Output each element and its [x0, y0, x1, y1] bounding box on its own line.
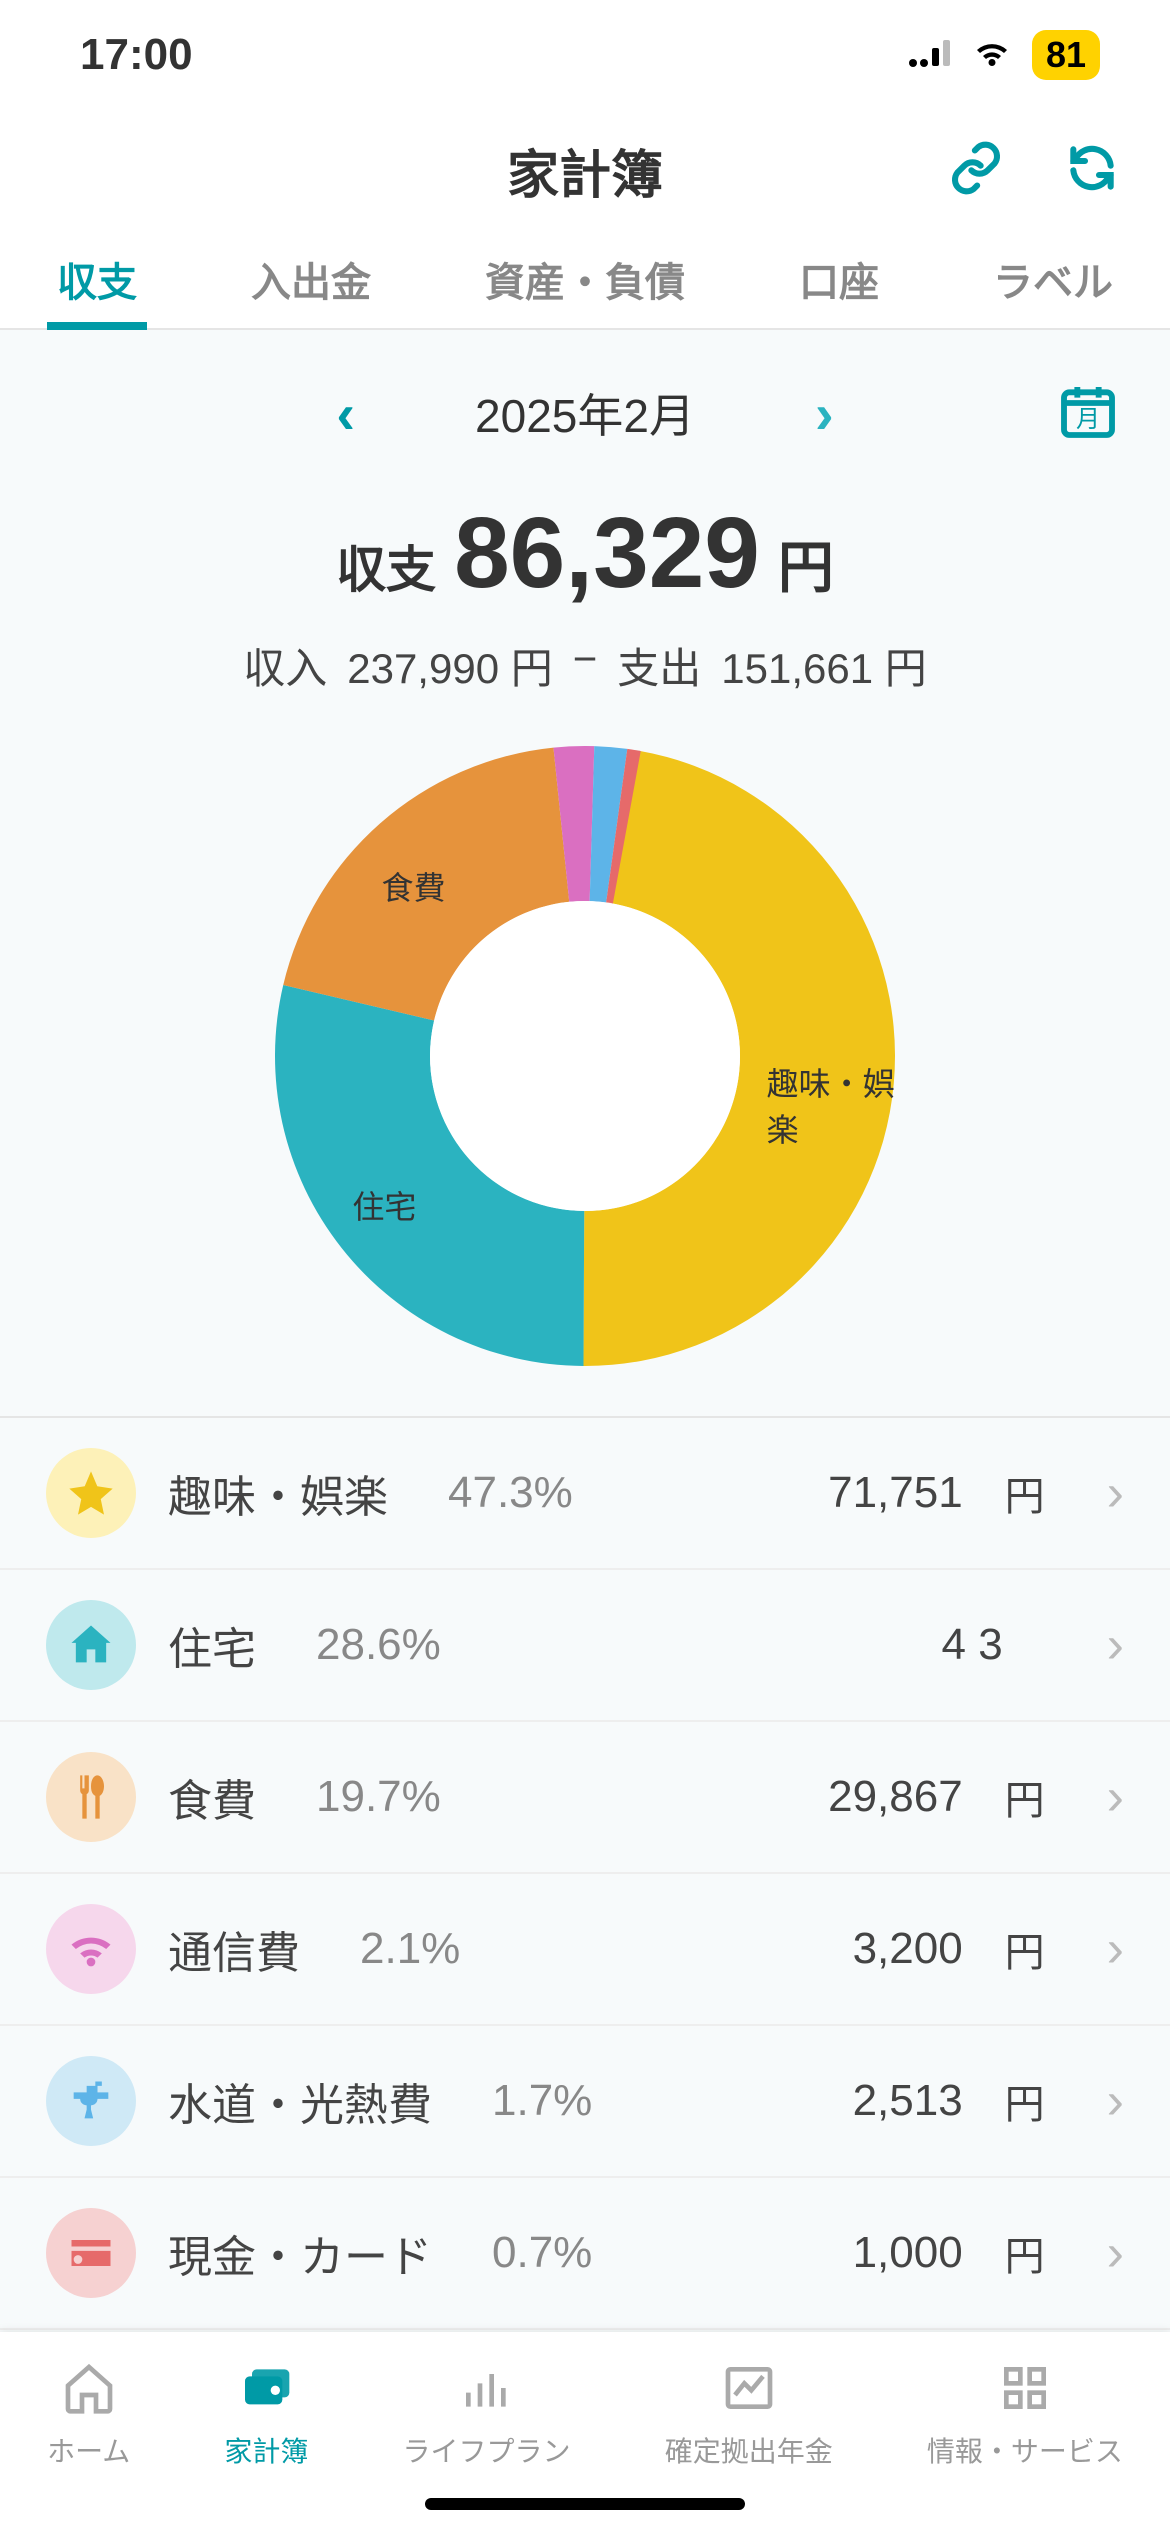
category-name: 住宅: [168, 1613, 256, 1677]
chart-icon: [717, 2356, 781, 2420]
income-label: 収入: [243, 635, 327, 696]
category-amount: 29,867: [828, 1772, 963, 1822]
bars-icon: [455, 2356, 519, 2420]
donut-slice-label: 住宅: [352, 1182, 416, 1228]
category-list: 趣味・娯楽 47.3% 71,751 円 › 住宅 28.6% 4 3 › 食費 19.7% 29,8…: [0, 1418, 1170, 2330]
donut-slice-label: 食費: [382, 863, 446, 909]
tab-3[interactable]: 口座: [789, 230, 889, 328]
chevron-right-icon: ›: [1107, 2223, 1124, 2283]
home-icon: [57, 2356, 121, 2420]
category-amount: 3,200: [853, 1924, 963, 1974]
category-unit: 円: [1005, 1920, 1045, 1978]
chevron-right-icon: ›: [1107, 1919, 1124, 1979]
wifi-icon: [46, 1904, 136, 1994]
category-row[interactable]: 水道・光熱費 1.7% 2,513 円 ›: [0, 2026, 1170, 2178]
star-icon: [46, 1448, 136, 1538]
chevron-right-icon: ›: [1107, 1767, 1124, 1827]
tab-4[interactable]: ラベル: [983, 230, 1123, 328]
nav-label: ホーム: [47, 2430, 130, 2470]
donut-slice-label: 趣味・娯楽: [767, 1059, 895, 1151]
refresh-icon[interactable]: [1064, 140, 1120, 201]
home-icon: [46, 1600, 136, 1690]
category-name: 趣味・娯楽: [168, 1461, 388, 1525]
nav-label: ライフプラン: [403, 2430, 571, 2470]
status-indicators: 81: [908, 30, 1100, 80]
expense-donut-chart: 趣味・娯楽住宅 食費: [0, 706, 1170, 1416]
balance-label: 収支: [336, 530, 436, 602]
tab-2[interactable]: 資産・負債: [475, 230, 695, 328]
app-header: 家計簿: [0, 110, 1170, 230]
balance-value: 86,329: [454, 496, 760, 611]
category-unit: 円: [1005, 2072, 1045, 2130]
category-unit: 円: [1005, 1464, 1045, 1522]
nav-grid[interactable]: 情報・サービス: [927, 2356, 1123, 2470]
home-indicator: [425, 2498, 745, 2510]
tab-0[interactable]: 収支: [47, 230, 147, 328]
balance-unit: 円: [778, 523, 834, 604]
category-name: 現金・カード: [168, 2221, 432, 2285]
category-amount: 2,513: [853, 2076, 963, 2126]
chevron-right-icon: ›: [1107, 1615, 1124, 1675]
status-time: 17:00: [80, 30, 193, 80]
category-name: 水道・光熱費: [168, 2069, 432, 2133]
water-icon: [46, 2056, 136, 2146]
battery-indicator: 81: [1032, 30, 1100, 80]
main-content: ‹ 2025年2月 › 月 収支 86,329 円 収入 237,990 円 −…: [0, 330, 1170, 2332]
category-pct: 28.6%: [316, 1620, 441, 1670]
tab-bar: 収支入出金資産・負債口座ラベル: [0, 230, 1170, 330]
balance-summary: 収支 86,329 円 収入 237,990 円 − 支出 151,661 円: [0, 476, 1170, 706]
svg-text:月: 月: [1076, 406, 1100, 433]
category-amount: 71,751: [828, 1468, 963, 1518]
category-pct: 47.3%: [448, 1468, 573, 1518]
page-title: 家計簿: [507, 133, 663, 208]
nav-bars[interactable]: ライフプラン: [403, 2356, 571, 2470]
category-row[interactable]: 住宅 28.6% 4 3 ›: [0, 1570, 1170, 1722]
cellular-icon: [908, 38, 952, 73]
nav-label: 情報・サービス: [927, 2430, 1123, 2470]
category-pct: 1.7%: [492, 2076, 592, 2126]
category-unit: 円: [1005, 1768, 1045, 1826]
category-row[interactable]: 通信費 2.1% 3,200 円 ›: [0, 1874, 1170, 2026]
wifi-icon: [970, 36, 1014, 75]
link-icon[interactable]: [948, 140, 1004, 201]
category-amount: 4 3: [942, 1620, 1003, 1670]
category-pct: 19.7%: [316, 1772, 441, 1822]
category-unit: 円: [1005, 2224, 1045, 2282]
category-pct: 0.7%: [492, 2228, 592, 2278]
next-month-button[interactable]: ›: [815, 381, 834, 446]
month-navigator: ‹ 2025年2月 › 月: [0, 330, 1170, 476]
nav-chart[interactable]: 確定拠出年金: [665, 2356, 833, 2470]
nav-label: 確定拠出年金: [665, 2430, 833, 2470]
income-value: 237,990 円: [347, 635, 553, 696]
nav-label: 家計簿: [224, 2430, 308, 2470]
category-row[interactable]: 食費 19.7% 29,867 円 ›: [0, 1722, 1170, 1874]
status-bar: 17:00 81: [0, 0, 1170, 110]
calendar-toggle-button[interactable]: 月: [1056, 379, 1120, 448]
card-icon: [46, 2208, 136, 2298]
category-name: 食費: [168, 1765, 256, 1829]
wallet-icon: [234, 2356, 298, 2420]
category-name: 通信費: [168, 1917, 300, 1981]
prev-month-button[interactable]: ‹: [336, 381, 355, 446]
chevron-right-icon: ›: [1107, 1463, 1124, 1523]
month-label: 2025年2月: [475, 380, 695, 446]
tab-1[interactable]: 入出金: [241, 230, 381, 328]
nav-home[interactable]: ホーム: [47, 2356, 130, 2470]
grid-icon: [993, 2356, 1057, 2420]
category-row[interactable]: 現金・カード 0.7% 1,000 円 ›: [0, 2178, 1170, 2330]
category-row[interactable]: 趣味・娯楽 47.3% 71,751 円 ›: [0, 1418, 1170, 1570]
balance-dash: −: [573, 635, 598, 696]
nav-wallet[interactable]: 家計簿: [224, 2356, 308, 2470]
fork-icon: [46, 1752, 136, 1842]
category-pct: 2.1%: [360, 1924, 460, 1974]
expense-value: 151,661 円: [721, 635, 927, 696]
chevron-right-icon: ›: [1107, 2071, 1124, 2131]
category-amount: 1,000: [853, 2228, 963, 2278]
expense-label: 支出: [617, 635, 701, 696]
